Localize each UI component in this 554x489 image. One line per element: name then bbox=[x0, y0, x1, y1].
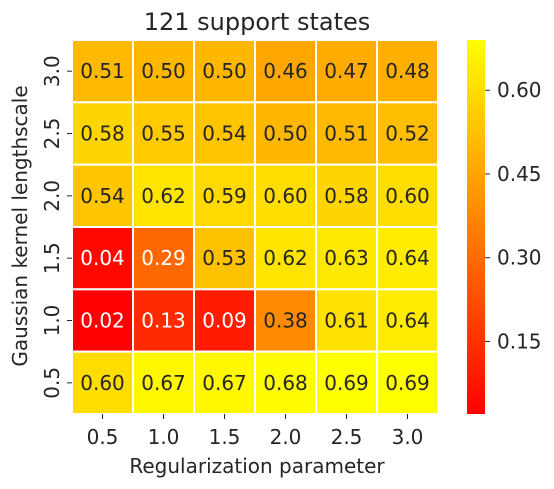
cell-value-label: 0.62 bbox=[263, 246, 308, 270]
cell-value-label: 0.50 bbox=[141, 59, 186, 83]
y-axis-label: Gaussian kernel lengthscale bbox=[8, 85, 32, 366]
cell-value-label: 0.09 bbox=[202, 309, 247, 333]
cell-value-label: 0.60 bbox=[385, 184, 430, 208]
colorbar-tick-label: 0.45 bbox=[497, 162, 542, 186]
y-tick-label: 1.0 bbox=[40, 305, 64, 337]
heatmap-cell bbox=[315, 163, 378, 229]
cell-value-label: 0.58 bbox=[80, 122, 125, 146]
heatmap-cell bbox=[376, 226, 439, 291]
cell-value-label: 0.53 bbox=[202, 246, 247, 270]
cell-value-label: 0.04 bbox=[80, 246, 125, 270]
cell-value-label: 0.51 bbox=[324, 122, 369, 146]
heatmap-cell bbox=[254, 226, 317, 291]
y-tick-label: 0.5 bbox=[40, 367, 64, 399]
heatmap-cell bbox=[376, 163, 439, 229]
y-tick-label: 1.5 bbox=[40, 242, 64, 274]
colorbar-tick-label: 0.30 bbox=[497, 246, 542, 270]
chart-title: 121 support states bbox=[144, 8, 371, 36]
x-tick-label: 1.5 bbox=[209, 425, 241, 449]
heatmap-cell bbox=[132, 163, 195, 229]
cell-value-label: 0.55 bbox=[141, 122, 186, 146]
cell-value-label: 0.68 bbox=[263, 371, 308, 395]
cell-value-label: 0.02 bbox=[80, 309, 125, 333]
cell-value-label: 0.50 bbox=[263, 122, 308, 146]
cell-value-label: 0.50 bbox=[202, 59, 247, 83]
cell-value-label: 0.47 bbox=[324, 59, 369, 83]
cell-value-label: 0.64 bbox=[385, 309, 430, 333]
cell-value-label: 0.63 bbox=[324, 246, 369, 270]
x-tick-label: 3.0 bbox=[392, 425, 424, 449]
cell-value-label: 0.64 bbox=[385, 246, 430, 270]
cell-value-label: 0.60 bbox=[263, 184, 308, 208]
heatmap-cell bbox=[132, 39, 195, 104]
cell-value-label: 0.52 bbox=[385, 122, 430, 146]
colorbar-tick-label: 0.60 bbox=[497, 78, 542, 102]
x-tick-label: 2.5 bbox=[331, 425, 363, 449]
heatmap-cells: 0.51 0.50 0.50 0.46 0.47 0.48 0.58 0.55 0.54 0.50… bbox=[71, 39, 439, 415]
cell-value-label: 0.13 bbox=[141, 309, 186, 333]
cell-value-label: 0.38 bbox=[263, 309, 308, 333]
cell-value-label: 0.67 bbox=[141, 371, 186, 395]
heatmap-cell bbox=[132, 226, 195, 291]
cell-value-label: 0.59 bbox=[202, 184, 247, 208]
cell-value-label: 0.69 bbox=[385, 371, 430, 395]
heatmap-cell bbox=[254, 163, 317, 229]
y-tick-label: 3.0 bbox=[40, 55, 64, 87]
x-axis-label: Regularization parameter bbox=[129, 454, 385, 478]
x-axis-ticks: 0.5 1.0 1.5 2.0 2.5 3.0 bbox=[87, 414, 424, 449]
heatmap-cell bbox=[71, 226, 134, 291]
cell-value-label: 0.54 bbox=[202, 122, 247, 146]
heatmap-cell bbox=[132, 101, 195, 166]
cell-value-label: 0.67 bbox=[202, 371, 247, 395]
cell-value-label: 0.62 bbox=[141, 184, 186, 208]
y-tick-label: 2.0 bbox=[40, 180, 64, 212]
colorbar bbox=[467, 40, 485, 414]
cell-value-label: 0.51 bbox=[80, 59, 125, 83]
heatmap-cell bbox=[315, 288, 378, 353]
heatmap-cell bbox=[71, 350, 134, 415]
heatmap-cell bbox=[254, 101, 317, 166]
cell-value-label: 0.60 bbox=[80, 371, 125, 395]
y-axis-ticks: 3.0 2.5 2.0 1.5 1.0 0.5 bbox=[40, 55, 72, 399]
x-tick-label: 2.0 bbox=[270, 425, 302, 449]
heatmap-cell bbox=[376, 101, 439, 166]
heatmap-cell bbox=[193, 226, 256, 291]
cell-value-label: 0.54 bbox=[80, 184, 125, 208]
cell-value-label: 0.48 bbox=[385, 59, 430, 83]
colorbar-ticks: 0.15 0.30 0.45 0.60 bbox=[485, 78, 542, 353]
colorbar-tick-label: 0.15 bbox=[497, 329, 542, 353]
heatmap-cell bbox=[376, 288, 439, 353]
cell-value-label: 0.29 bbox=[141, 246, 186, 270]
x-tick-label: 0.5 bbox=[87, 425, 119, 449]
x-tick-label: 1.0 bbox=[148, 425, 180, 449]
heatmap-cell bbox=[193, 288, 256, 353]
cell-value-label: 0.46 bbox=[263, 59, 308, 83]
heatmap-cell bbox=[376, 39, 439, 104]
heatmap-cell bbox=[315, 226, 378, 291]
cell-value-label: 0.69 bbox=[324, 371, 369, 395]
heatmap-cell bbox=[376, 350, 439, 415]
y-tick-label: 2.5 bbox=[40, 118, 64, 150]
cell-value-label: 0.58 bbox=[324, 184, 369, 208]
cell-value-label: 0.61 bbox=[324, 309, 369, 333]
